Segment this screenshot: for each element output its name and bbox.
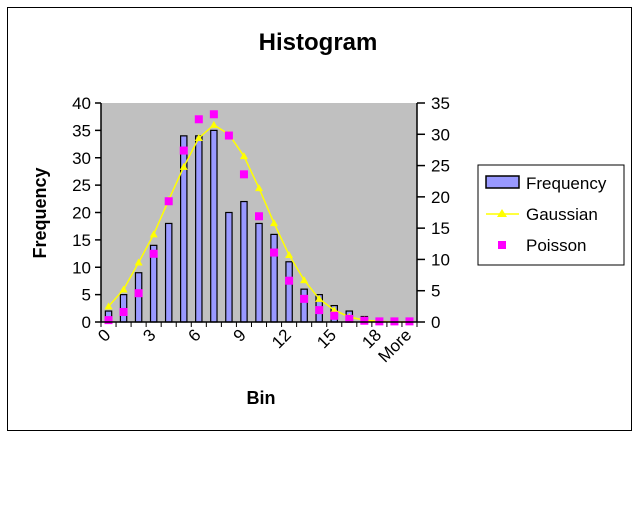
y-tick-label: 5: [82, 286, 91, 305]
poisson-point: [285, 276, 294, 285]
gaussian-point: [285, 251, 294, 259]
legend-swatch-frequency: [485, 175, 520, 189]
y-tick-label: 10: [72, 258, 91, 277]
frequency-bar: [285, 261, 293, 323]
poisson-point: [104, 316, 113, 325]
legend-label-gaussian: Gaussian: [526, 205, 598, 224]
y2-tick-label: 35: [431, 94, 450, 113]
chart-title: Histogram: [259, 29, 378, 56]
gaussian-point: [315, 294, 324, 302]
poisson-point: [149, 249, 158, 258]
poisson-point: [164, 197, 173, 206]
x-tick-label: 12: [268, 325, 295, 352]
poisson-point: [315, 306, 324, 315]
frequency-bar: [134, 272, 143, 323]
x-tick-label: 9: [230, 325, 250, 345]
gaussian-point: [270, 219, 279, 227]
poisson-point: [239, 170, 248, 179]
poisson-point: [209, 110, 218, 119]
y2-tick-label: 20: [431, 188, 450, 207]
legend-label-frequency: Frequency: [526, 174, 607, 193]
frequency-bar: [225, 211, 233, 323]
x-tick-label: More: [374, 325, 415, 366]
y-tick-label: 30: [72, 149, 91, 168]
poisson-point: [345, 314, 354, 323]
poisson-point: [255, 212, 263, 221]
legend-label-poisson: Poisson: [526, 236, 586, 255]
frequency-bar: [195, 135, 203, 323]
y-tick-label: 0: [82, 313, 91, 332]
frequency-bar: [164, 222, 173, 323]
gaussian-point: [300, 276, 309, 284]
gaussian-point: [330, 306, 339, 314]
y2-tick-label: 30: [431, 125, 450, 144]
legend-marker-poisson: [498, 241, 506, 249]
x-tick-label: 15: [313, 325, 340, 352]
poisson-point: [119, 307, 128, 316]
y-axis-label: Frequency: [30, 167, 50, 258]
gaussian-point: [209, 120, 218, 128]
gaussian-point: [194, 134, 203, 142]
poisson-point: [330, 311, 339, 320]
y2-tick-label: 5: [431, 282, 440, 301]
x-tick-label: 3: [139, 325, 159, 345]
frequency-bar: [240, 200, 248, 323]
gaussian-point: [179, 162, 188, 170]
gaussian-point: [239, 152, 248, 160]
y-tick-label: 15: [72, 231, 91, 250]
frequency-bar: [210, 129, 218, 323]
poisson-point: [300, 294, 309, 303]
gaussian-point: [255, 184, 263, 192]
legend-marker-gaussian: [497, 209, 507, 217]
frequency-bar: [255, 222, 263, 323]
poisson-point: [179, 146, 188, 155]
y-tick-label: 20: [72, 204, 91, 223]
poisson-point: [194, 115, 203, 124]
y2-tick-label: 10: [431, 250, 450, 269]
y-tick-label: 40: [72, 94, 91, 113]
y2-tick-label: 15: [431, 219, 450, 238]
x-tick-label: 0: [94, 325, 114, 345]
poisson-point: [360, 316, 369, 325]
gaussian-point: [119, 285, 128, 293]
poisson-point: [224, 131, 233, 140]
y-tick-label: 25: [72, 176, 91, 195]
frequency-bar: [270, 233, 278, 323]
gaussian-point: [134, 258, 143, 266]
poisson-point: [134, 289, 143, 298]
y-tick-label: 35: [72, 121, 91, 140]
poisson-point: [270, 248, 279, 257]
frequency-bar: [300, 288, 308, 323]
x-axis-label: Bin: [247, 388, 276, 408]
gaussian-point: [149, 230, 158, 238]
y2-tick-label: 0: [431, 313, 440, 332]
x-tick-label: 6: [185, 325, 205, 345]
gaussian-point: [104, 302, 113, 310]
y2-tick-label: 25: [431, 157, 450, 176]
